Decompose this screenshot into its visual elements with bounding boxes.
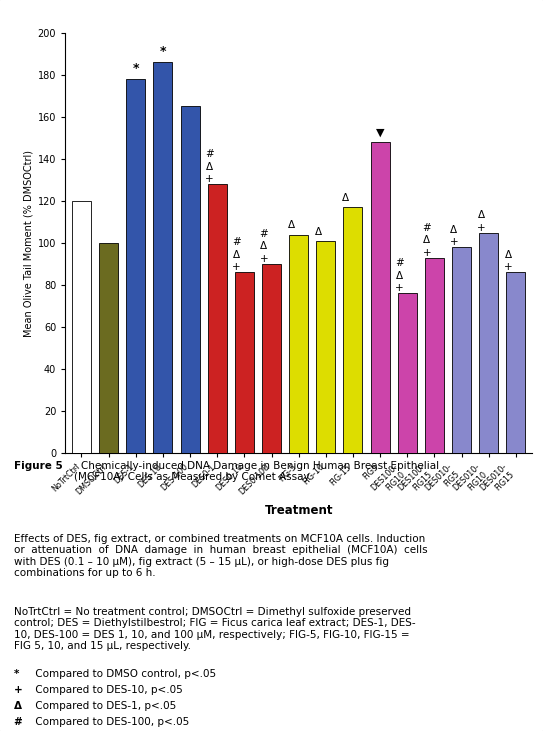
Text: Δ: Δ xyxy=(423,235,431,245)
Text: *: * xyxy=(14,669,19,679)
Text: #: # xyxy=(422,222,431,232)
Text: Compared to DES-10, p<.05: Compared to DES-10, p<.05 xyxy=(31,685,182,695)
Text: +: + xyxy=(205,174,214,184)
Text: Figure 5: Figure 5 xyxy=(14,461,62,471)
Text: #: # xyxy=(205,149,214,159)
Text: Compared to DES-1, p<.05: Compared to DES-1, p<.05 xyxy=(31,701,176,711)
Y-axis label: Mean Olive Tail Moment (% DMSOCtrl): Mean Olive Tail Moment (% DMSOCtrl) xyxy=(23,150,34,336)
Text: +: + xyxy=(450,238,458,247)
X-axis label: Treatment: Treatment xyxy=(264,504,333,518)
Text: Δ: Δ xyxy=(260,241,268,251)
Text: Effects of DES, fig extract, or combined treatments on MCF10A cells. Induction
o: Effects of DES, fig extract, or combined… xyxy=(14,534,427,578)
Text: +: + xyxy=(422,248,431,258)
Text: : Chemically-induced DNA Damage in Benign Human Breast Epithelial
(MCF10A) Cells: : Chemically-induced DNA Damage in Benig… xyxy=(74,461,440,482)
Text: Δ: Δ xyxy=(504,250,512,260)
Bar xyxy=(180,107,200,453)
Text: Compared to DES-100, p<.05: Compared to DES-100, p<.05 xyxy=(31,718,189,727)
Bar xyxy=(343,208,363,453)
Text: NoTrtCtrl = No treatment control; DMSOCtrl = Dimethyl sulfoxide preserved
contro: NoTrtCtrl = No treatment control; DMSOCt… xyxy=(14,607,415,651)
Text: #: # xyxy=(395,258,404,268)
Text: Δ: Δ xyxy=(206,162,213,172)
Bar xyxy=(262,264,281,453)
Text: #: # xyxy=(260,229,268,239)
Bar xyxy=(397,293,417,453)
Text: Δ: Δ xyxy=(233,250,241,260)
Bar xyxy=(235,273,254,453)
Bar xyxy=(479,232,498,453)
Bar xyxy=(99,243,118,453)
Bar xyxy=(207,184,227,453)
Text: +: + xyxy=(232,262,241,273)
Bar xyxy=(126,79,145,453)
Text: Δ: Δ xyxy=(396,271,403,281)
Text: +: + xyxy=(260,254,268,264)
Bar xyxy=(452,247,471,453)
Text: #: # xyxy=(232,238,241,247)
Text: Δ: Δ xyxy=(450,224,458,235)
Text: Δ: Δ xyxy=(314,227,322,237)
Text: *: * xyxy=(160,45,166,58)
Text: #: # xyxy=(14,718,22,727)
Text: +: + xyxy=(395,284,404,293)
Bar xyxy=(72,201,91,453)
Text: +: + xyxy=(477,222,485,232)
Text: +: + xyxy=(14,685,22,695)
Bar xyxy=(506,273,525,453)
Bar xyxy=(153,62,172,453)
Text: Δ: Δ xyxy=(287,221,295,230)
Bar xyxy=(289,235,308,453)
Text: Δ: Δ xyxy=(342,193,349,203)
Text: *: * xyxy=(132,62,139,75)
Bar xyxy=(316,241,336,453)
Text: ▼: ▼ xyxy=(376,128,384,138)
Text: Compared to DMSO control, p<.05: Compared to DMSO control, p<.05 xyxy=(31,669,216,679)
Bar xyxy=(370,142,389,453)
Text: Δ: Δ xyxy=(14,701,22,711)
Text: +: + xyxy=(504,262,513,273)
Text: Δ: Δ xyxy=(477,210,485,220)
Bar xyxy=(425,258,444,453)
